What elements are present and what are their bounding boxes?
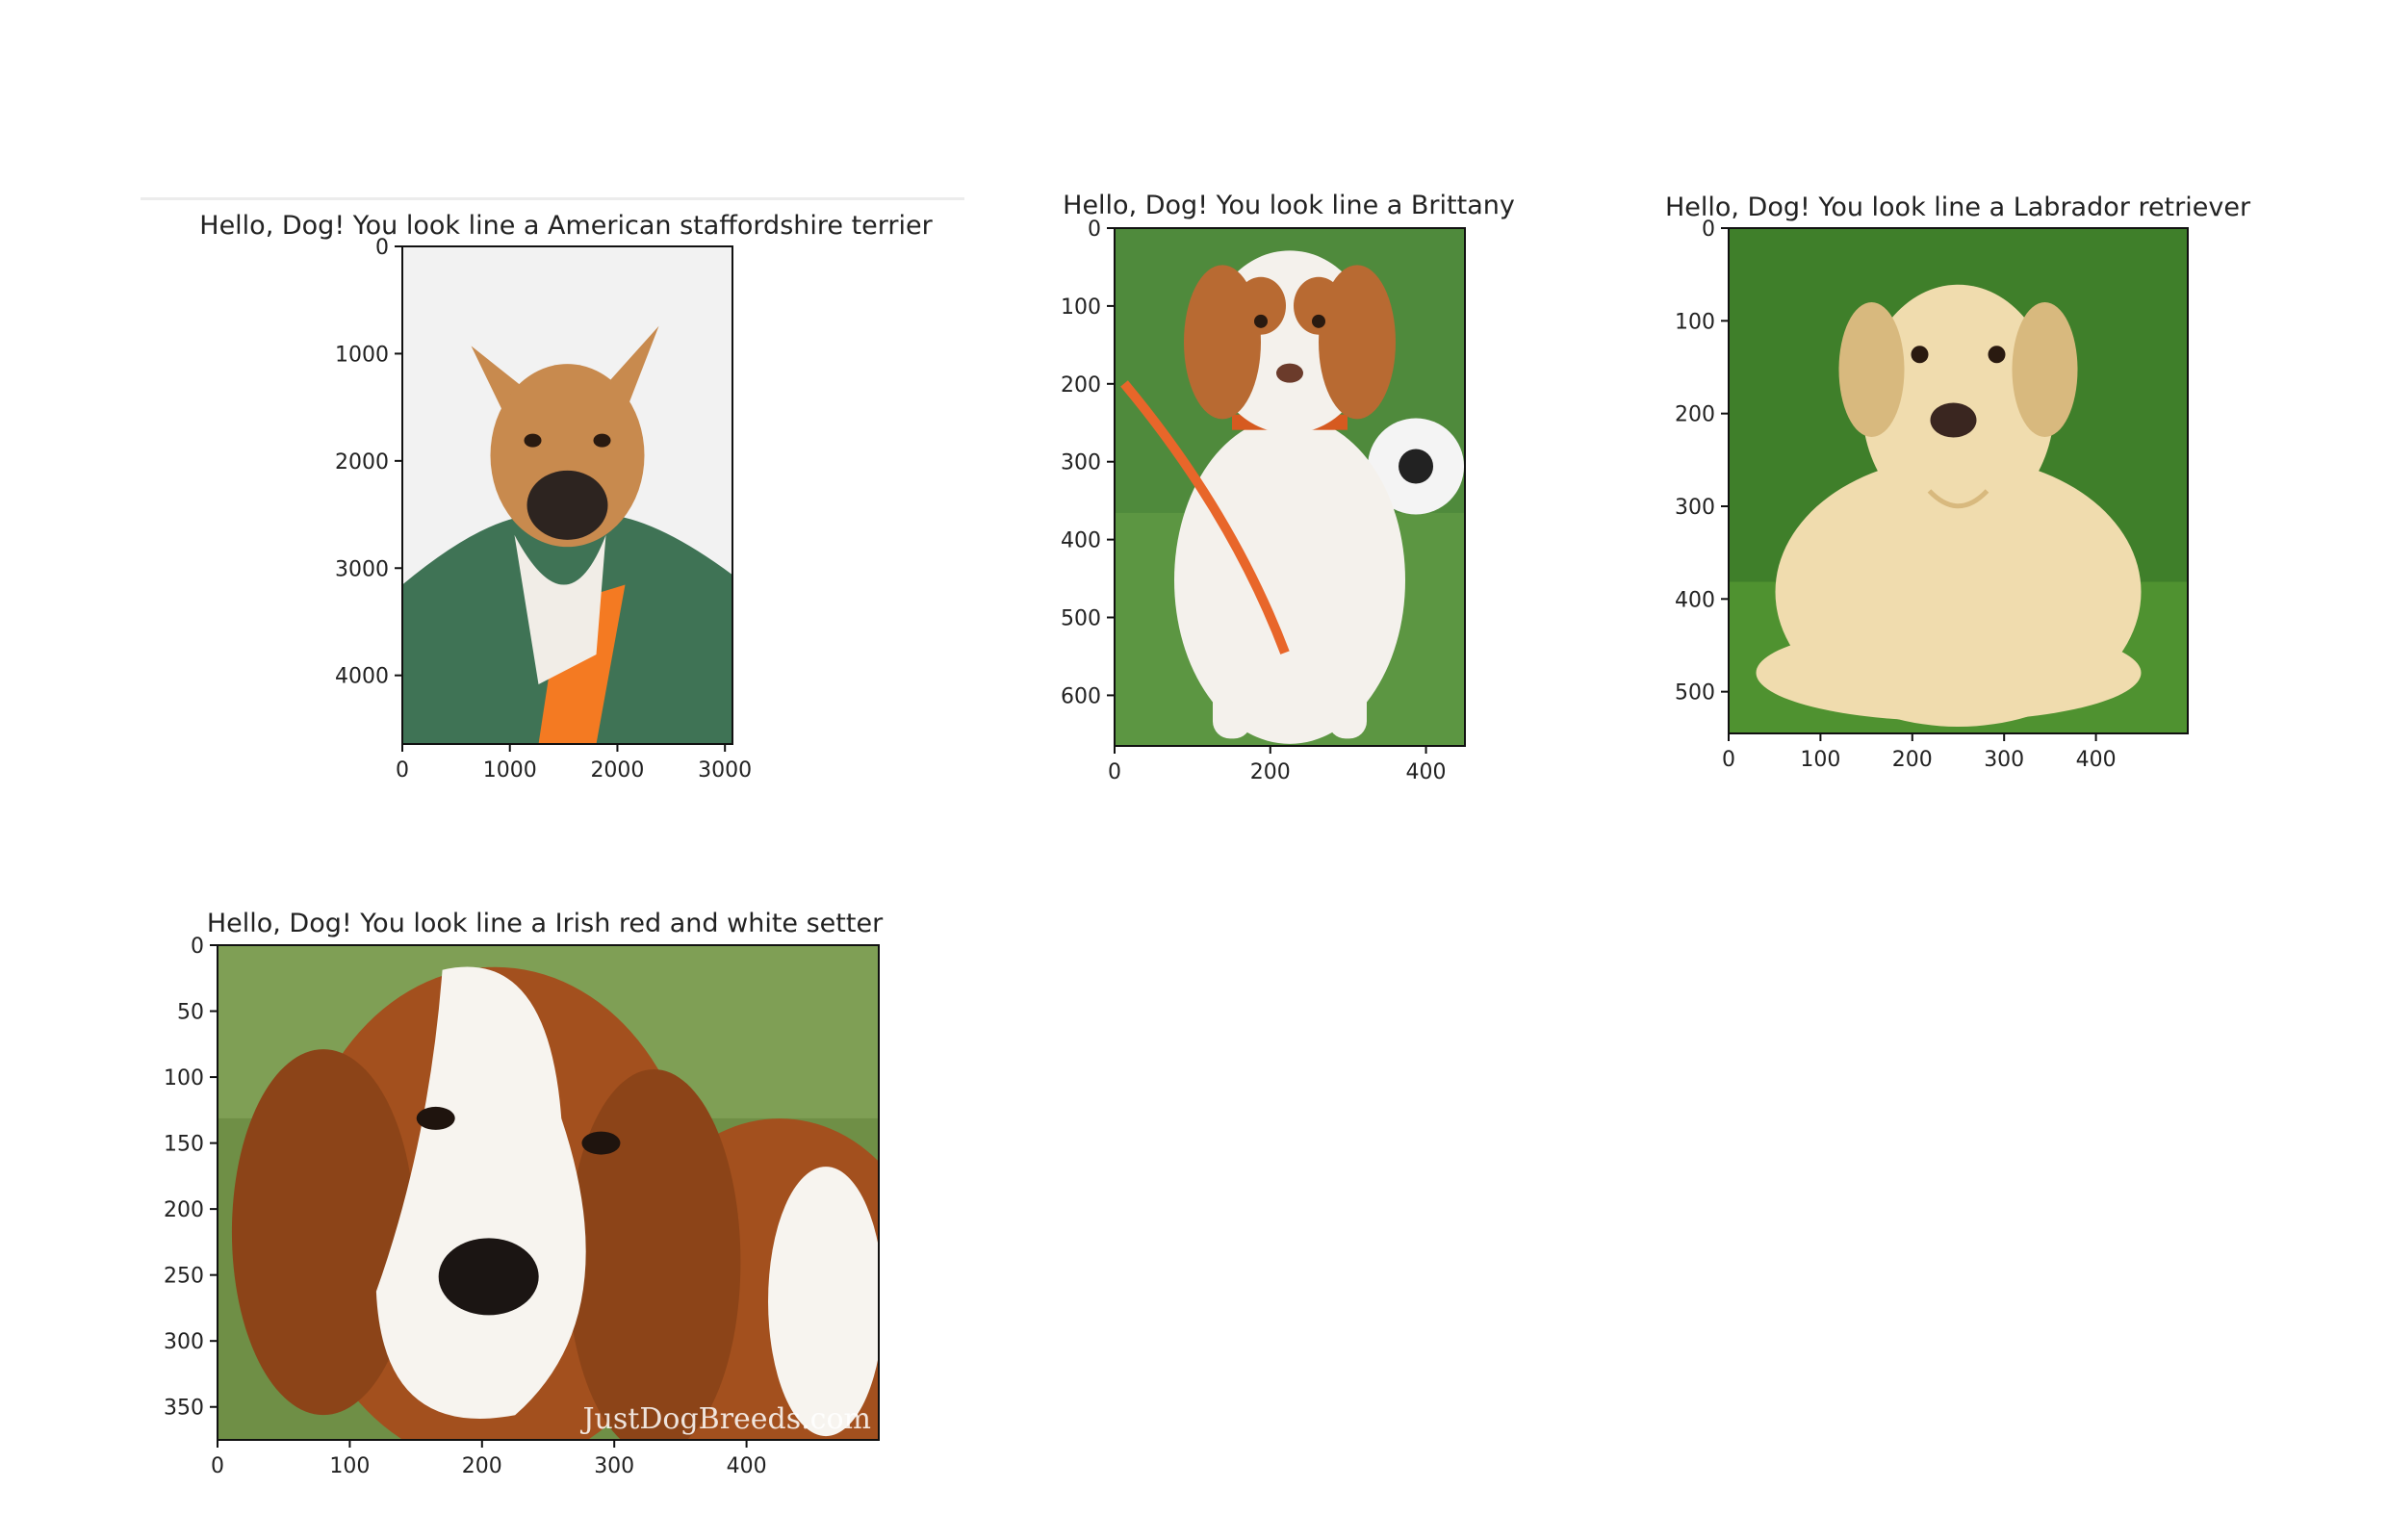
y-tick-label: 0 (191, 935, 204, 959)
x-tick-label: 3000 (698, 758, 752, 783)
x-tick-label: 100 (329, 1454, 370, 1478)
y-tick-label: 2000 (335, 450, 389, 475)
y-tick-label: 200 (164, 1198, 204, 1222)
subplot-3: Hello, Dog! You look line a Labrador ret… (1665, 192, 2251, 772)
staffy-photo (402, 246, 732, 744)
axes-frame (1114, 227, 1466, 747)
y-tick-label: 600 (1061, 684, 1101, 708)
y-tick-label: 100 (1061, 295, 1101, 320)
subplot-title: Hello, Dog! You look line a Irish red an… (207, 909, 884, 938)
y-tick-label: 0 (375, 236, 389, 260)
x-tick-label: 0 (1108, 760, 1121, 784)
axes-frame (401, 245, 733, 745)
axes-frame (1728, 227, 2189, 734)
subplot-1: Hello, Dog! You look line a American sta… (199, 211, 933, 783)
x-tick-label: 300 (1984, 748, 2024, 772)
y-tick-label: 4000 (335, 665, 389, 689)
subplot-4: Hello, Dog! You look line a Irish red an… (164, 909, 884, 1478)
x-tick-label: 0 (1722, 748, 1735, 772)
y-tick-label: 500 (1061, 607, 1101, 631)
y-tick-label: 200 (1675, 403, 1715, 427)
y-tick-label: 100 (1675, 310, 1715, 334)
subplot-title: Hello, Dog! You look line a Labrador ret… (1665, 192, 2251, 222)
y-tick-label: 150 (164, 1133, 204, 1157)
brittany-photo (1115, 228, 1465, 746)
x-tick-label: 300 (594, 1454, 634, 1478)
x-tick-label: 200 (1892, 748, 1933, 772)
x-tick-label: 100 (1800, 748, 1840, 772)
y-tick-label: 300 (164, 1330, 204, 1354)
y-tick-label: 300 (1061, 451, 1101, 475)
x-tick-label: 0 (396, 758, 409, 783)
x-tick-label: 400 (727, 1454, 767, 1478)
y-tick-label: 400 (1061, 529, 1101, 553)
setter-photo: JustDogBreeds.com (218, 945, 879, 1440)
y-tick-label: 0 (1088, 218, 1101, 242)
x-tick-label: 200 (462, 1454, 502, 1478)
y-tick-label: 400 (1675, 588, 1715, 612)
x-tick-label: 0 (211, 1454, 224, 1478)
y-tick-label: 0 (1702, 218, 1715, 242)
y-tick-label: 100 (164, 1066, 204, 1091)
axes-frame (217, 944, 880, 1441)
x-tick-label: 400 (2076, 748, 2117, 772)
y-tick-label: 250 (164, 1265, 204, 1289)
subplot-title: Hello, Dog! You look line a Brittany (1063, 191, 1515, 220)
labrador-photo (1729, 228, 2188, 733)
watermark-text: JustDogBreeds.com (580, 1402, 871, 1436)
y-tick-label: 500 (1675, 681, 1715, 706)
y-tick-label: 300 (1675, 496, 1715, 520)
y-tick-label: 1000 (335, 343, 389, 367)
cell-divider (141, 197, 964, 200)
x-tick-label: 2000 (590, 758, 644, 783)
y-tick-label: 3000 (335, 557, 389, 581)
y-tick-label: 200 (1061, 373, 1101, 398)
x-tick-label: 400 (1406, 760, 1447, 784)
subplot-title: Hello, Dog! You look line a American sta… (199, 211, 933, 241)
x-tick-label: 200 (1250, 760, 1291, 784)
x-tick-label: 1000 (483, 758, 537, 783)
y-tick-label: 350 (164, 1397, 204, 1421)
y-tick-label: 50 (177, 1001, 204, 1025)
